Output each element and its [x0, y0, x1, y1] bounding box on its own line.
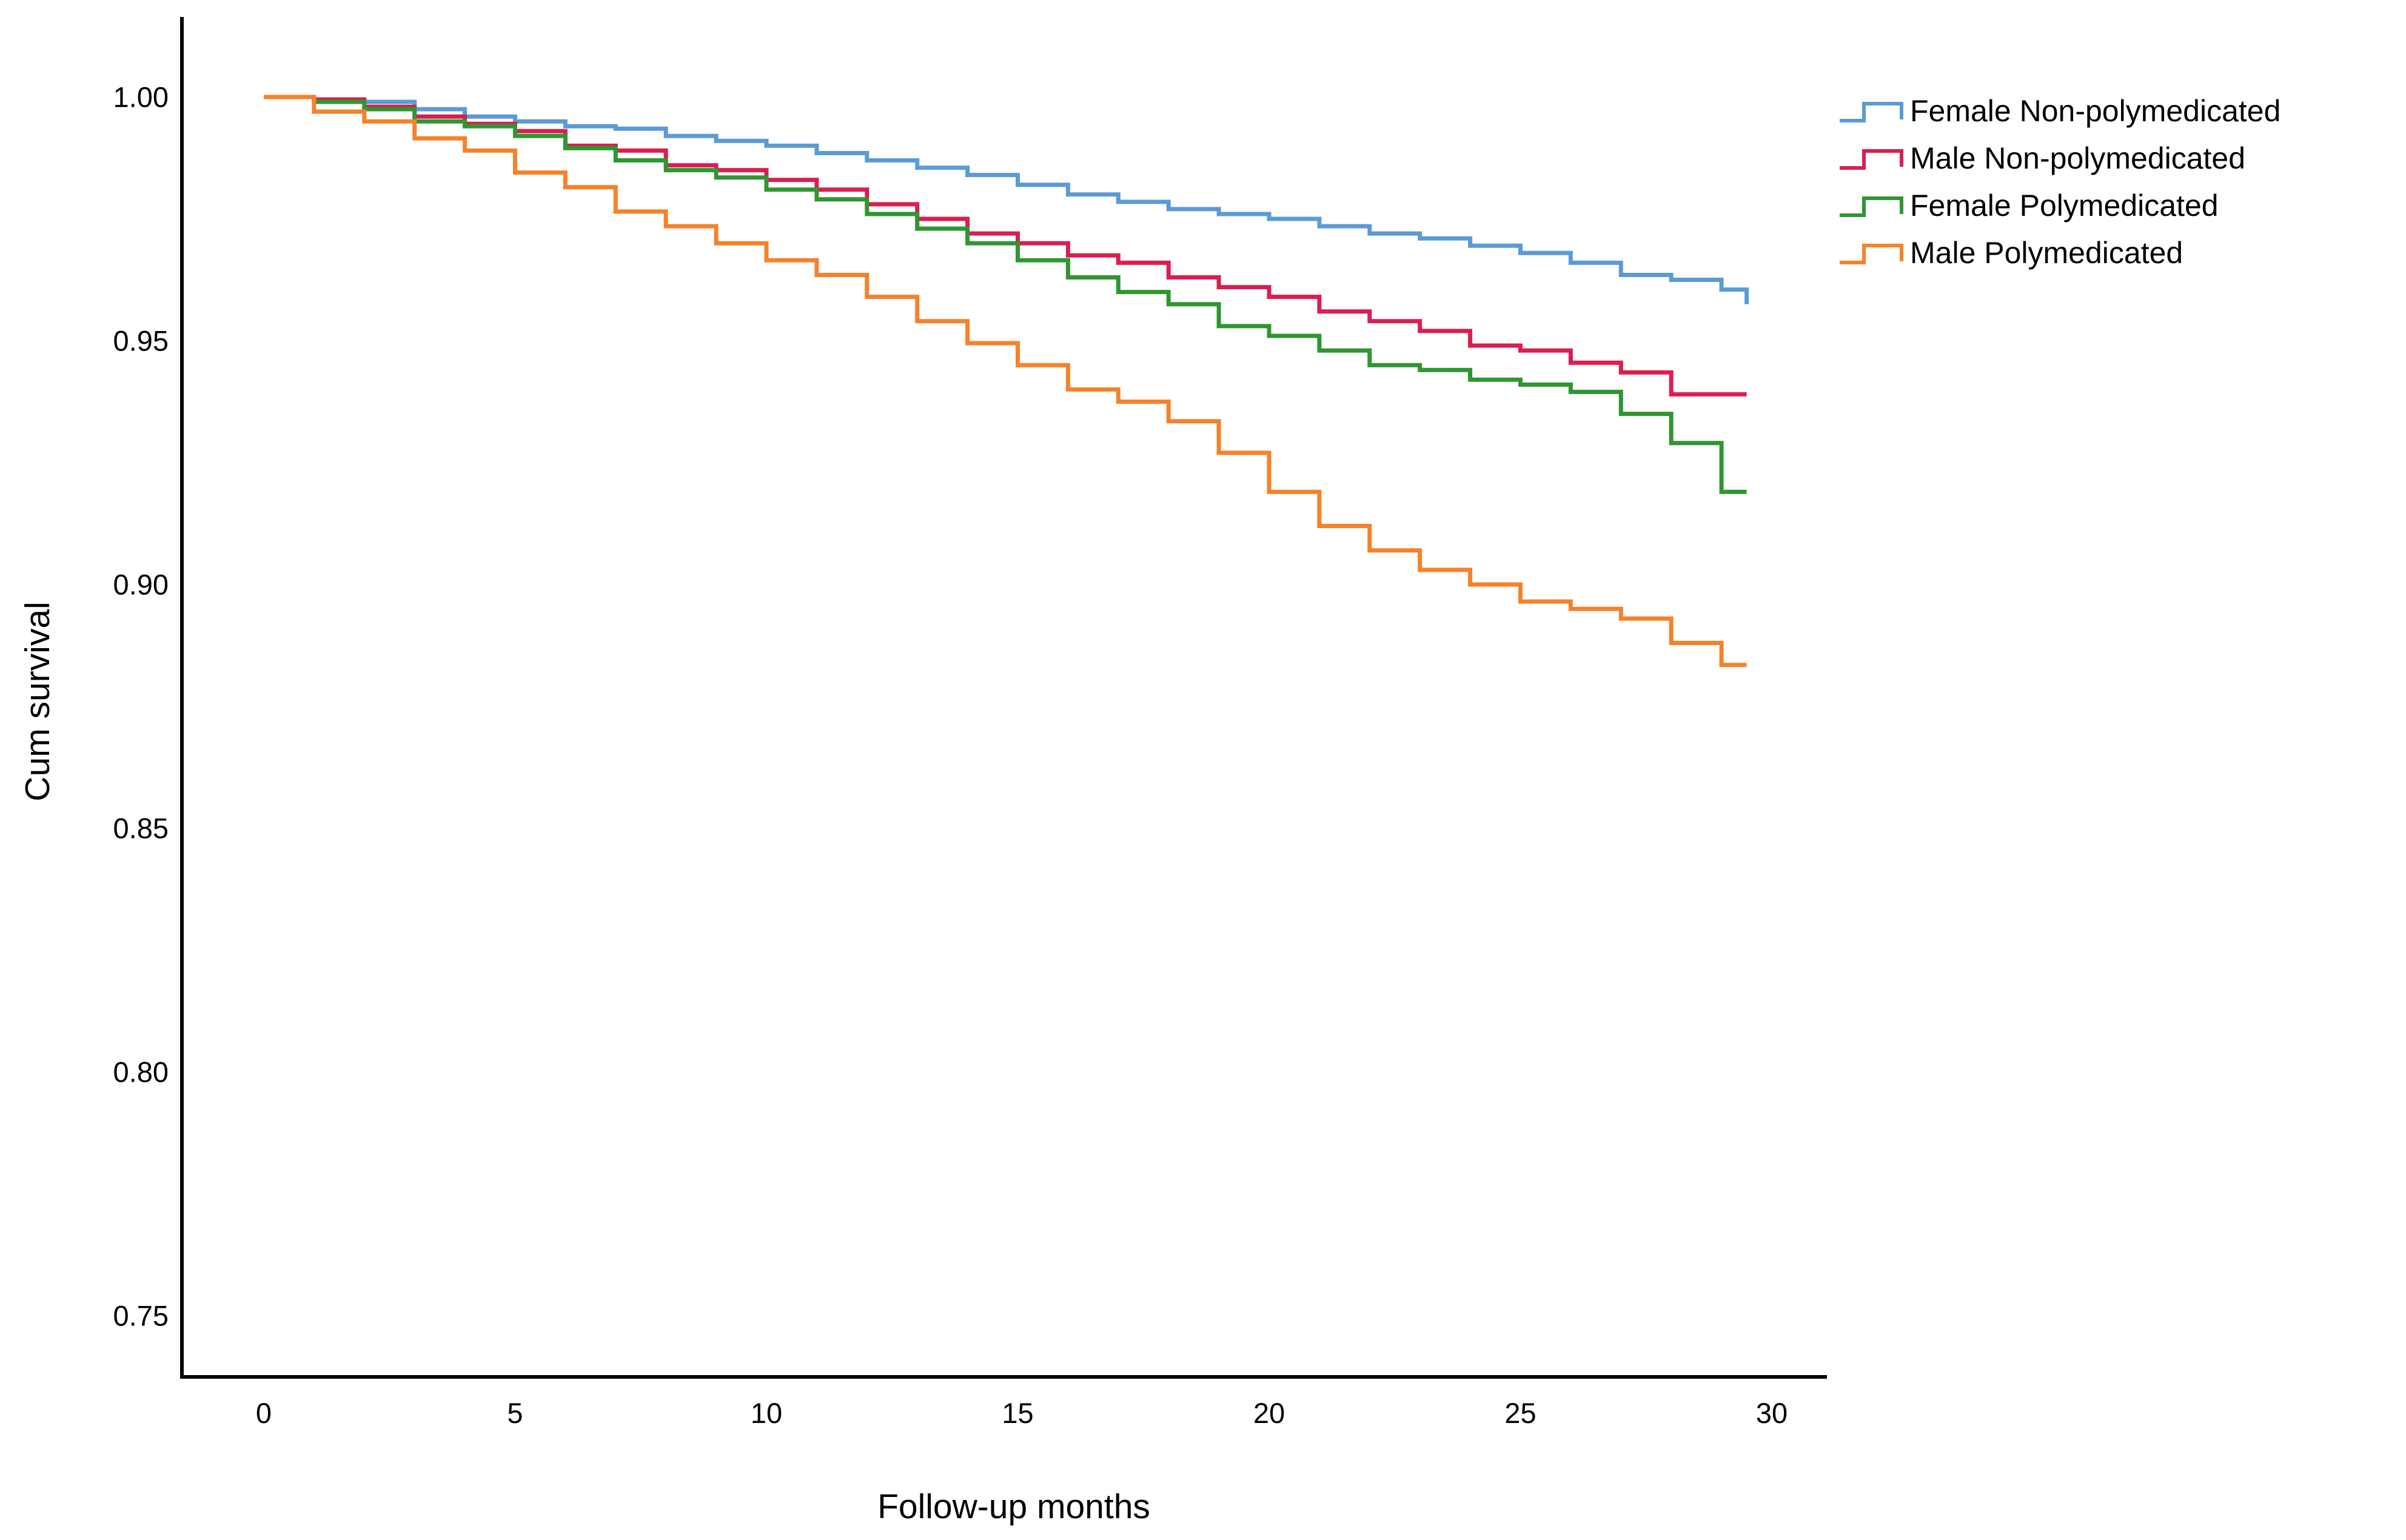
legend-item-label: Male Polymedicated	[1910, 236, 2183, 270]
x-tick-label: 25	[1504, 1397, 1536, 1429]
y-axis-title: Cum survival	[18, 601, 57, 802]
x-tick-label: 15	[1002, 1397, 1034, 1429]
survival-curve-female-polymedicated	[264, 95, 1747, 494]
legend-item: Female Non-polymedicated	[1838, 87, 2280, 135]
survival-curve-male-polymedicated	[264, 95, 1747, 668]
step-line-swatch-icon	[1840, 149, 1903, 170]
x-tick-label: 30	[1755, 1397, 1788, 1429]
x-axis-line	[180, 1375, 1827, 1379]
legend: Female Non-polymedicated Male Non-polyme…	[1838, 87, 2280, 276]
legend-item: Female Polymedicated	[1838, 182, 2280, 229]
y-tick-label: 0.80	[113, 1056, 169, 1088]
step-line-swatch-icon	[1840, 244, 1903, 264]
y-tick-label: 0.75	[113, 1299, 169, 1332]
survival-curve-female-non-polymedicated	[264, 95, 1749, 304]
y-tick-label: 0.85	[113, 812, 169, 845]
y-tick-label: 1.00	[113, 81, 169, 113]
legend-item: Male Non-polymedicated	[1838, 135, 2280, 182]
legend-item-label: Male Non-polymedicated	[1910, 141, 2246, 175]
step-line-swatch-icon	[1840, 102, 1903, 122]
x-tick-label: 5	[507, 1397, 523, 1429]
x-tick-label: 20	[1253, 1397, 1285, 1429]
x-tick-label: 10	[750, 1397, 783, 1429]
legend-item-label: Female Polymedicated	[1910, 189, 2219, 223]
x-tick-label: 0	[255, 1397, 272, 1429]
step-line-swatch-icon	[1840, 196, 1903, 217]
legend-item-label: Female Non-polymedicated	[1910, 94, 2281, 128]
survival-curve-male-non-polymedicated	[264, 95, 1747, 397]
y-axis-line	[180, 17, 184, 1379]
x-axis-title: Follow-up months	[877, 1487, 1150, 1526]
y-tick-label: 0.95	[113, 324, 169, 357]
legend-item: Male Polymedicated	[1838, 229, 2280, 276]
y-tick-label: 0.90	[113, 568, 169, 601]
